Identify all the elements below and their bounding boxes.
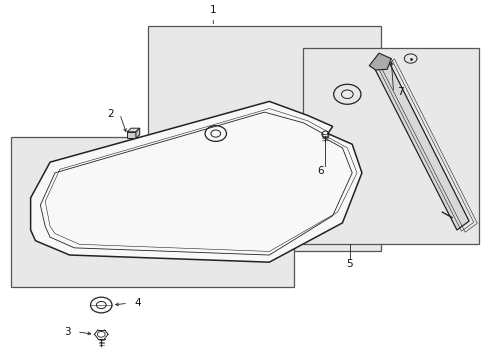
Polygon shape xyxy=(369,53,391,70)
Bar xyxy=(147,26,381,251)
Bar xyxy=(303,48,479,244)
Text: 4: 4 xyxy=(134,298,141,308)
Polygon shape xyxy=(127,128,140,132)
Bar xyxy=(127,132,136,138)
Text: 7: 7 xyxy=(397,87,404,98)
Polygon shape xyxy=(136,128,140,138)
Polygon shape xyxy=(30,102,362,262)
Polygon shape xyxy=(374,57,469,230)
Text: 3: 3 xyxy=(64,327,71,337)
Text: 6: 6 xyxy=(317,166,324,176)
Text: 5: 5 xyxy=(346,259,353,269)
Bar xyxy=(11,137,294,287)
Text: 1: 1 xyxy=(210,5,217,15)
Text: 2: 2 xyxy=(108,109,114,119)
